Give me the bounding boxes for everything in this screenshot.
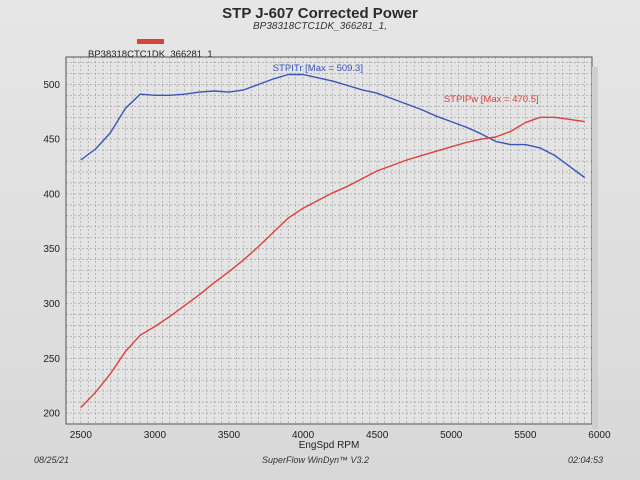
footer-software: SuperFlow WinDyn™ V3.2 [262, 455, 369, 465]
x-tick-label: 3500 [218, 430, 241, 441]
y-tick-label: 450 [43, 135, 60, 146]
x-tick-label: 5000 [440, 430, 463, 441]
x-tick-label: 2500 [70, 430, 93, 441]
series-annotation-stpitr: STPITr [Max = 509.3] [273, 63, 363, 74]
series-line-stpipw [80, 116, 585, 409]
plot-shadow [592, 67, 598, 429]
x-tick-label: 3000 [144, 430, 167, 441]
run-label: BP38318CTC1DK_366281_1 [88, 49, 213, 60]
chart-title: STP J-607 Corrected Power [222, 5, 418, 22]
y-tick-label: 300 [43, 299, 60, 310]
run-color-swatch [137, 39, 164, 44]
y-tick-label: 350 [43, 244, 60, 255]
y-tick-label: 250 [43, 354, 60, 365]
x-tick-label: 5500 [514, 430, 537, 441]
plot-background [66, 57, 592, 424]
footer-time: 02:04:53 [568, 455, 604, 465]
y-tick-label: 200 [43, 409, 60, 420]
footer-date: 08/25/21 [34, 455, 70, 465]
x-tick-label: 6000 [588, 430, 611, 441]
y-tick-label: 400 [43, 189, 60, 200]
series-line-stpitr [80, 73, 586, 179]
y-tick-label: 500 [43, 80, 60, 91]
x-tick-label: 4000 [292, 430, 315, 441]
series-annotation-stpipw: STPIPw [Max = 470.5] [444, 94, 539, 105]
x-tick-label: 4500 [366, 430, 389, 441]
x-axis-label: EngSpd RPM [299, 440, 360, 451]
chart-subtitle: BP38318CTC1DK_366281_1, [253, 21, 387, 32]
